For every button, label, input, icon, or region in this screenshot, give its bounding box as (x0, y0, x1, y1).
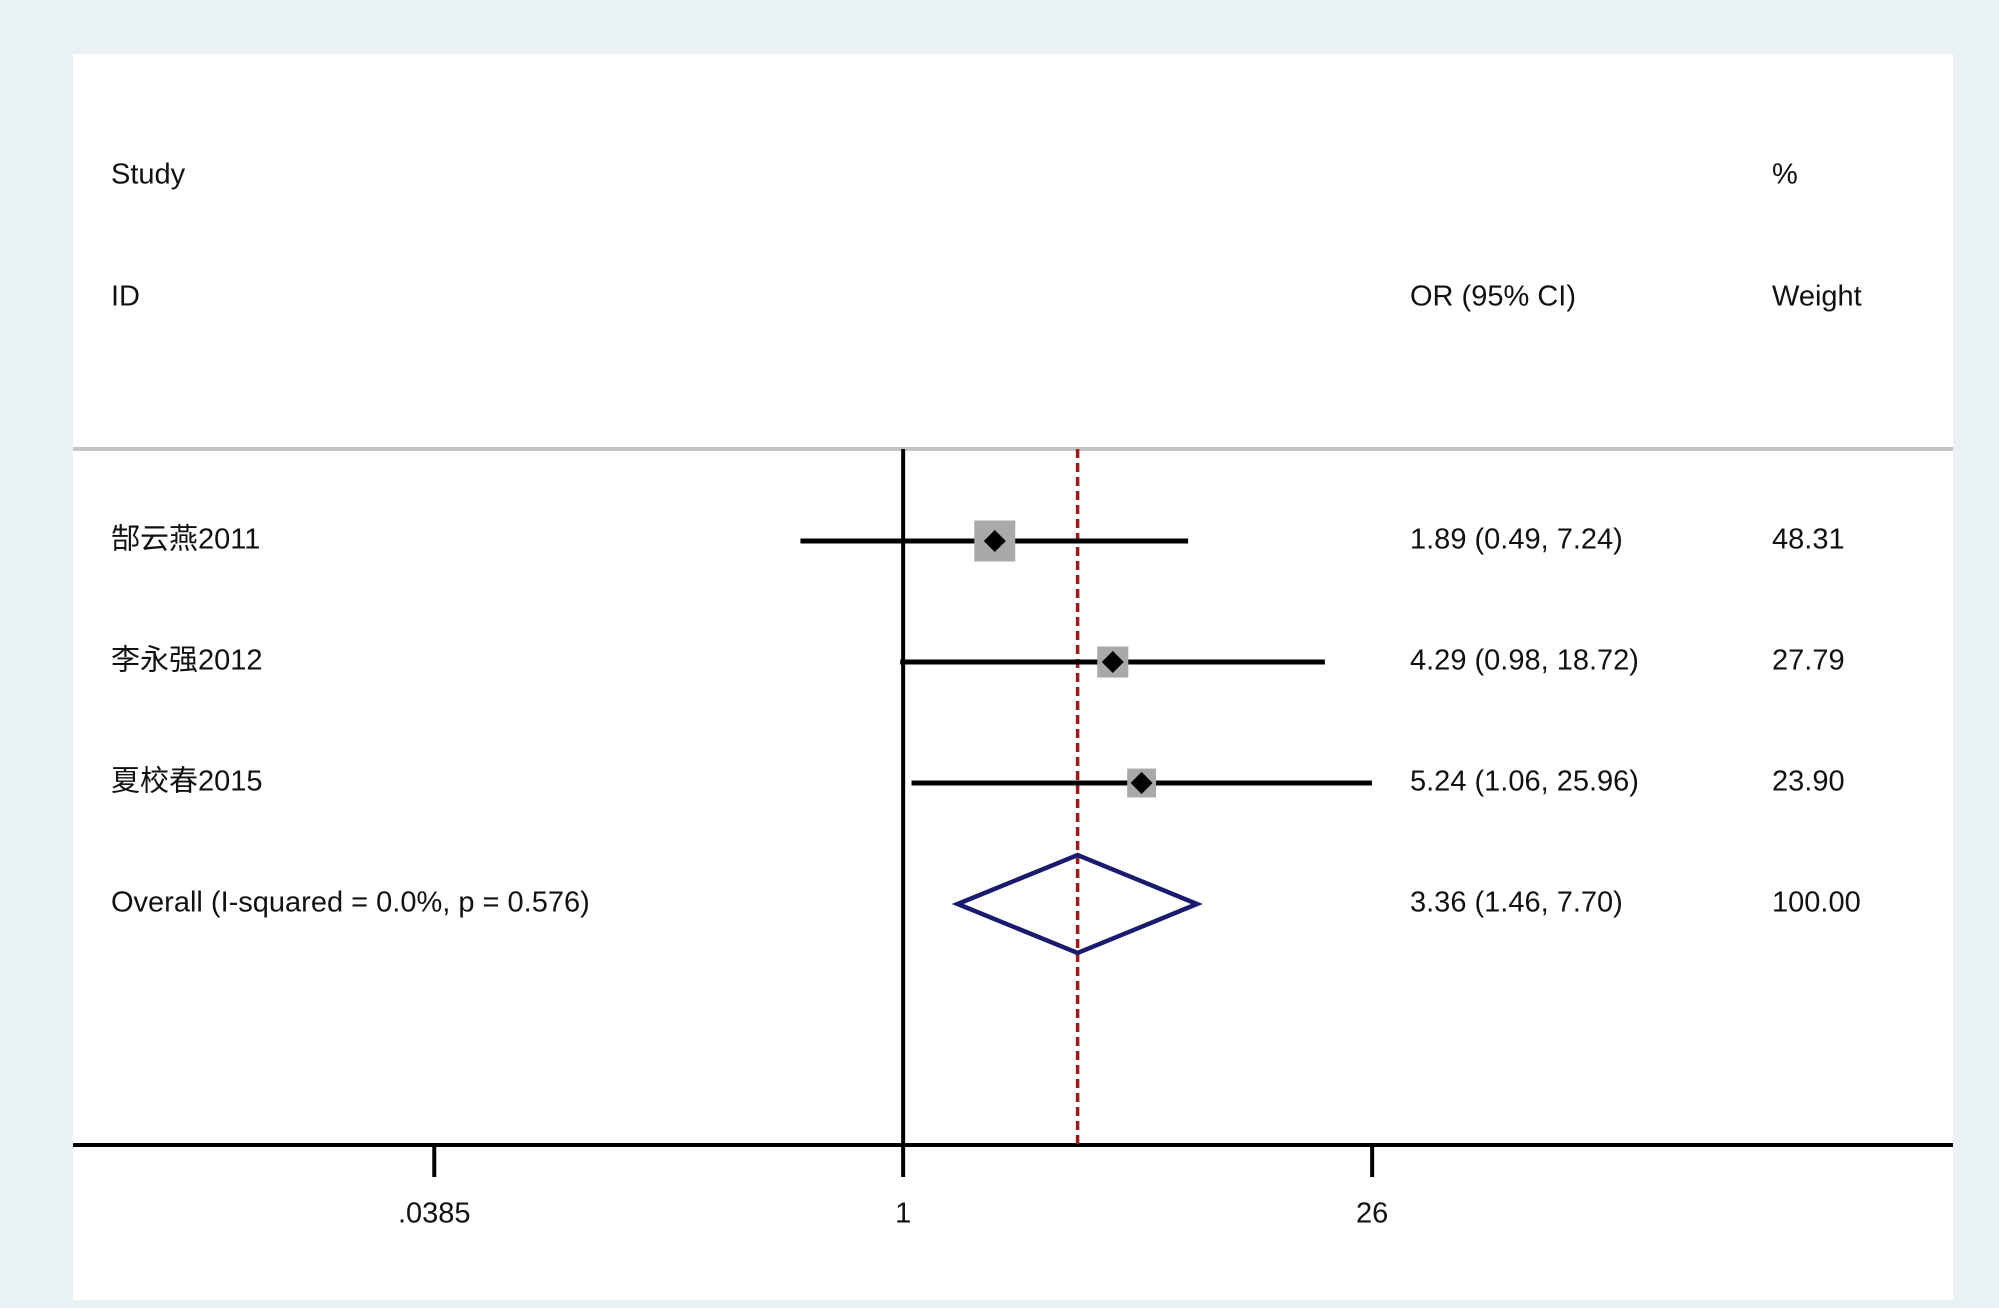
x-tick-label: .0385 (398, 1198, 471, 1230)
weight-label: 27.79 (1772, 645, 1845, 677)
x-tick-label: 26 (1356, 1198, 1388, 1230)
overall-label: Overall (I-squared = 0.0%, p = 0.576) (111, 887, 590, 919)
effect-label: 5.24 (1.06, 25.96) (1410, 766, 1639, 798)
study-label: 郜云燕2011 (111, 523, 260, 556)
effect-label: 4.29 (0.98, 18.72) (1410, 645, 1639, 677)
header-effect: OR (95% CI) (1410, 281, 1576, 313)
header-weight: Weight (1772, 281, 1862, 313)
study-label: 夏校春2015 (111, 765, 263, 798)
point-estimate (1101, 651, 1124, 673)
effect-label: 1.89 (0.49, 7.24) (1410, 524, 1623, 556)
x-tick-label: 1 (895, 1198, 911, 1230)
overall-effect-label: 3.36 (1.46, 7.70) (1410, 887, 1623, 919)
plot-panel (73, 54, 1953, 1300)
header-id: ID (111, 281, 140, 313)
point-estimate (983, 530, 1006, 552)
study-label: 李永强2012 (111, 644, 263, 677)
weight-label: 48.31 (1772, 524, 1845, 556)
point-estimate (1130, 772, 1153, 794)
overall-weight-label: 100.00 (1772, 887, 1861, 919)
weight-label: 23.90 (1772, 766, 1845, 798)
header-percent: % (1772, 159, 1798, 191)
overall-diamond (951, 852, 1203, 956)
header-study: Study (111, 159, 186, 191)
